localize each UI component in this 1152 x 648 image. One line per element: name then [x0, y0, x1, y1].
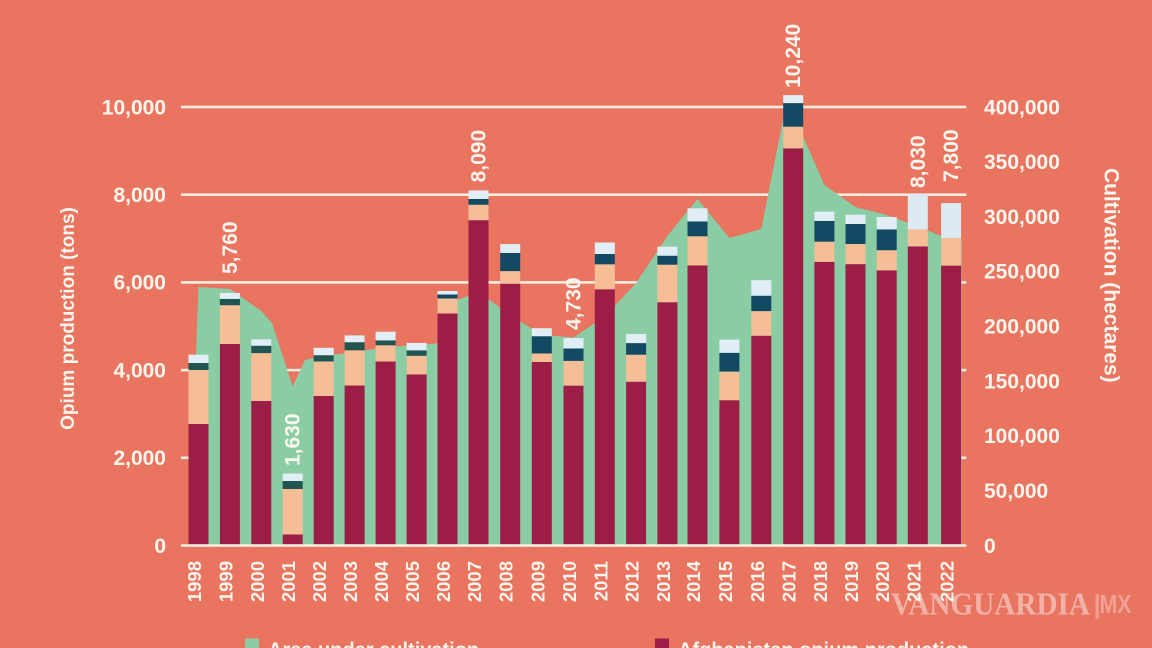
svg-text:6,000: 6,000 [113, 272, 166, 295]
svg-text:5,760: 5,760 [219, 221, 242, 274]
svg-text:2019: 2019 [841, 561, 862, 602]
svg-text:10,000: 10,000 [102, 96, 166, 119]
svg-text:2008: 2008 [496, 561, 517, 602]
svg-text:2,000: 2,000 [113, 447, 166, 470]
svg-text:2016: 2016 [747, 561, 768, 602]
svg-text:4,000: 4,000 [113, 359, 166, 382]
svg-text:7,800: 7,800 [940, 129, 963, 182]
svg-text:0: 0 [154, 535, 166, 558]
svg-text:2001: 2001 [278, 561, 299, 602]
svg-text:2009: 2009 [527, 561, 548, 602]
svg-text:8,090: 8,090 [468, 130, 491, 183]
svg-text:Opium production (tons): Opium production (tons) [58, 207, 79, 430]
svg-text:250,000: 250,000 [984, 261, 1060, 284]
svg-text:VANGUARDIA: VANGUARDIA [891, 586, 1090, 622]
svg-text:MX: MX [1100, 589, 1133, 619]
svg-text:2007: 2007 [464, 561, 485, 602]
svg-text:2002: 2002 [309, 561, 330, 602]
svg-text:0: 0 [984, 535, 996, 558]
svg-text:2022: 2022 [937, 561, 958, 602]
svg-text:2000: 2000 [247, 561, 268, 602]
svg-text:Cultivation (hectares): Cultivation (hectares) [1100, 168, 1123, 383]
svg-text:50,000: 50,000 [984, 480, 1048, 503]
svg-text:1,630: 1,630 [282, 413, 305, 466]
svg-text:2015: 2015 [715, 561, 736, 602]
svg-text:Area under cultivation: Area under cultivation [268, 640, 479, 648]
svg-text:10,240: 10,240 [782, 24, 805, 88]
svg-text:2021: 2021 [903, 561, 924, 602]
svg-text:2020: 2020 [872, 561, 893, 602]
svg-text:1998: 1998 [184, 561, 205, 602]
svg-text:2005: 2005 [402, 561, 423, 602]
svg-text:2006: 2006 [433, 561, 454, 602]
svg-text:8,030: 8,030 [907, 135, 930, 188]
svg-text:150,000: 150,000 [984, 370, 1060, 393]
svg-text:2014: 2014 [683, 560, 704, 602]
svg-text:2018: 2018 [810, 561, 831, 602]
svg-text:1999: 1999 [215, 561, 236, 602]
svg-text:Afghanistan opium production: Afghanistan opium production [678, 640, 969, 648]
svg-text:4,730: 4,730 [563, 277, 586, 330]
svg-text:2011: 2011 [590, 561, 611, 601]
svg-text:2012: 2012 [622, 561, 643, 602]
svg-text:200,000: 200,000 [984, 316, 1060, 339]
svg-text:300,000: 300,000 [984, 206, 1060, 229]
svg-text:2017: 2017 [779, 561, 800, 602]
svg-text:400,000: 400,000 [984, 96, 1060, 119]
svg-text:350,000: 350,000 [984, 151, 1060, 174]
svg-text:|: | [1094, 589, 1101, 619]
svg-text:8,000: 8,000 [113, 184, 166, 207]
svg-text:2013: 2013 [653, 561, 674, 602]
svg-text:100,000: 100,000 [984, 425, 1060, 448]
svg-text:2010: 2010 [559, 561, 580, 602]
svg-text:2004: 2004 [371, 560, 392, 602]
svg-text:2003: 2003 [340, 561, 361, 602]
